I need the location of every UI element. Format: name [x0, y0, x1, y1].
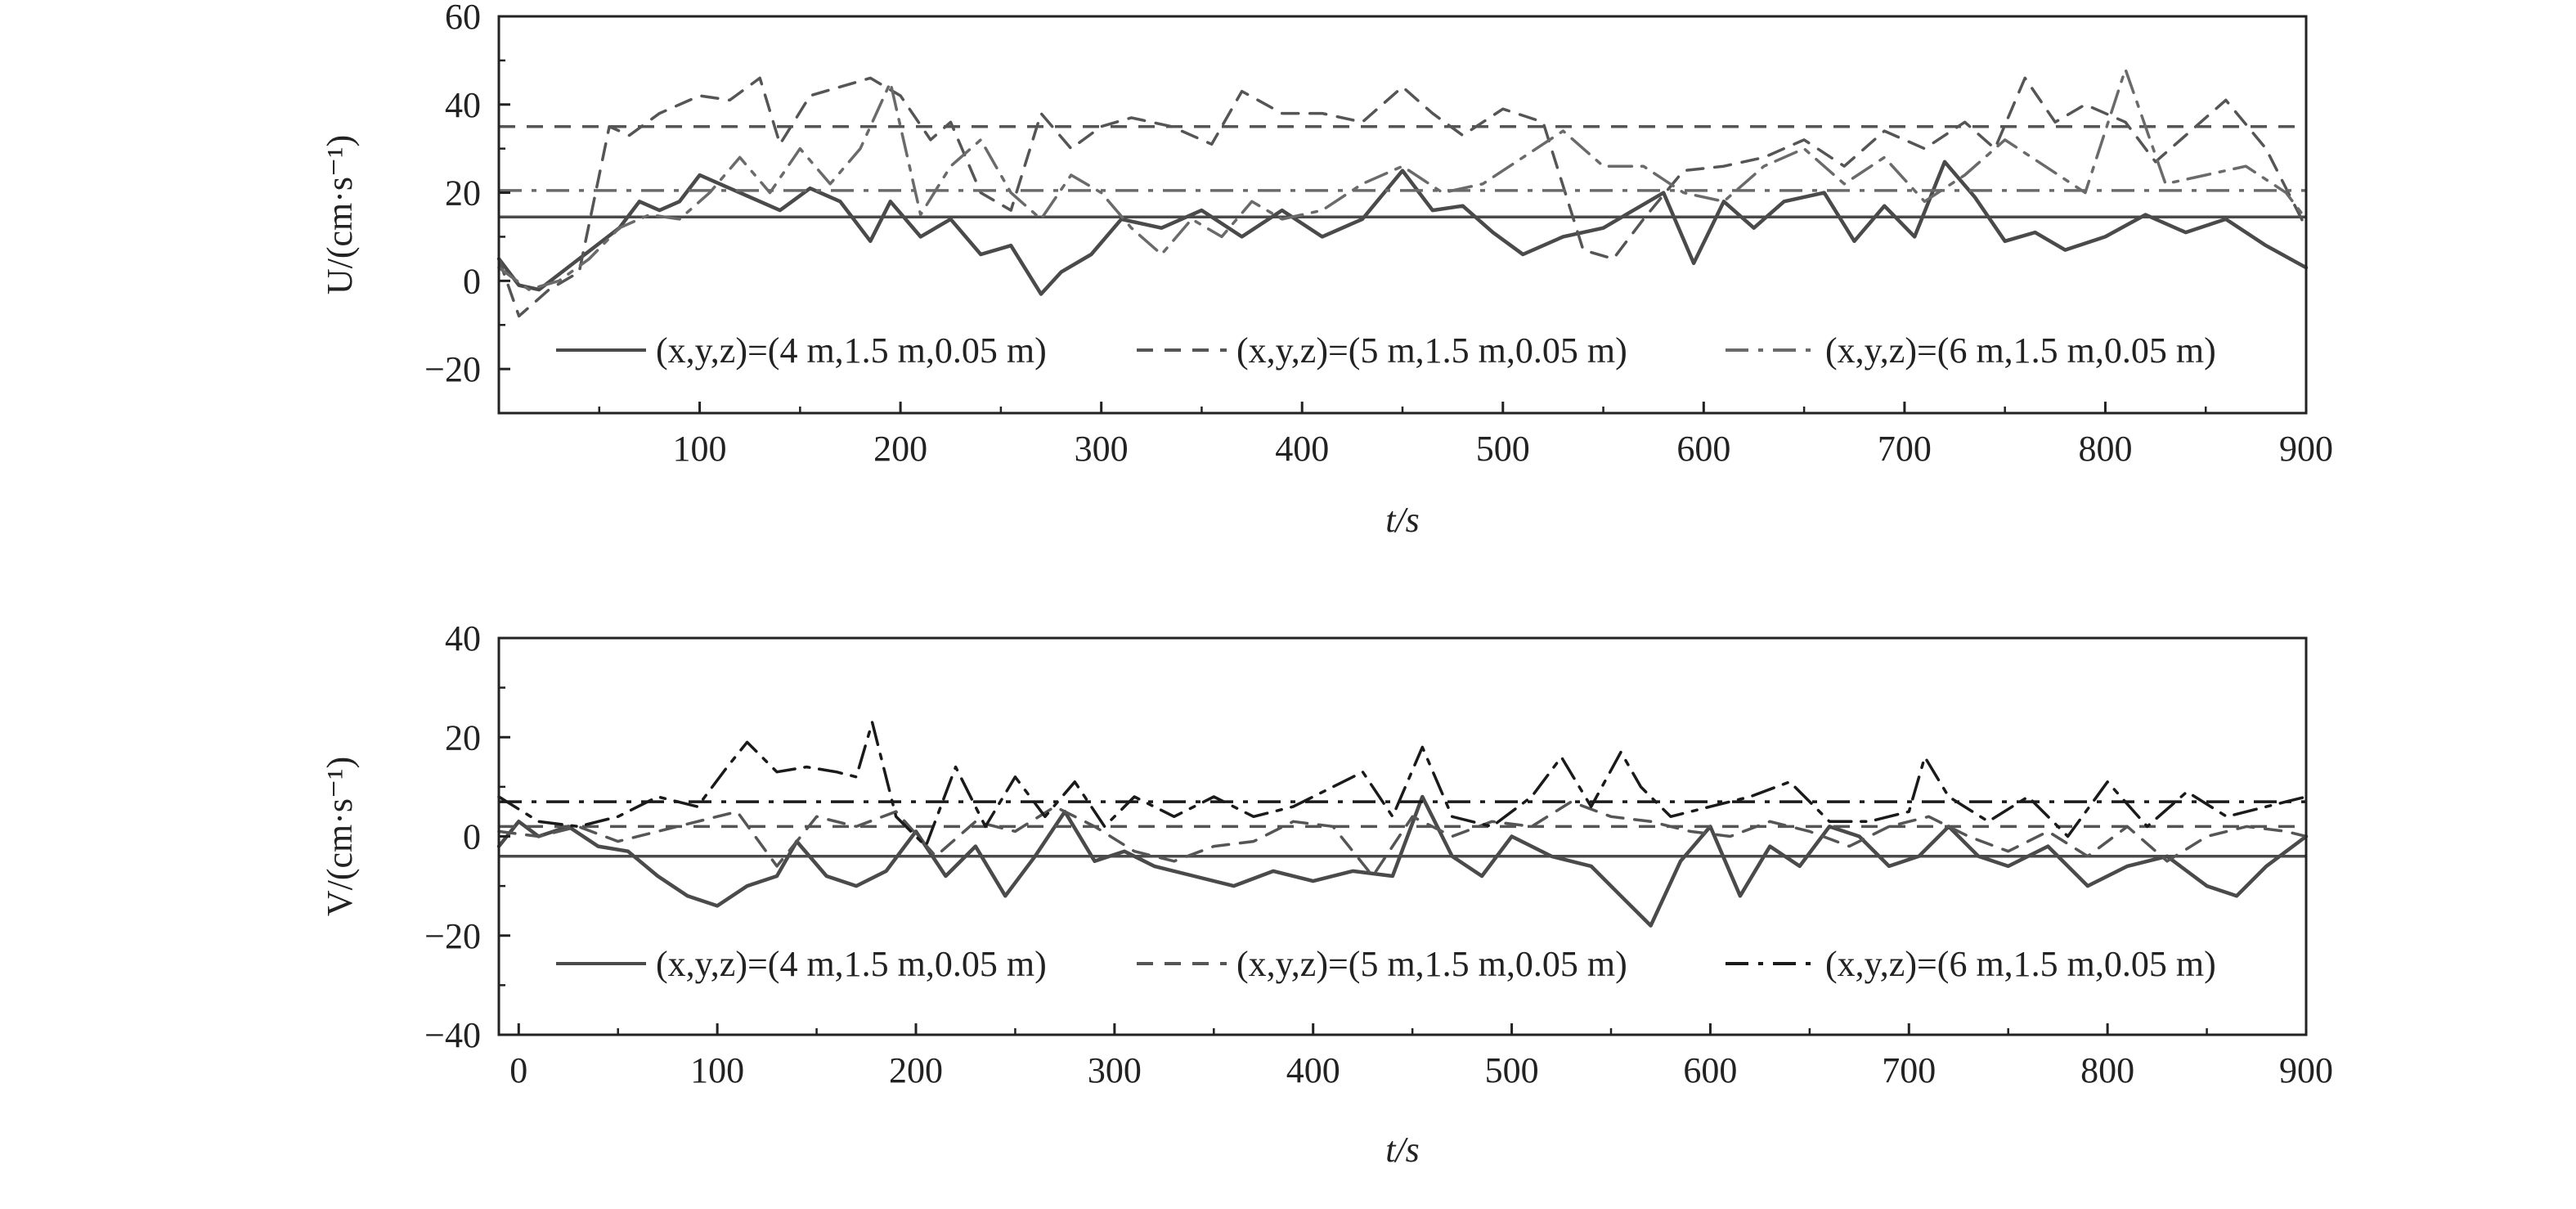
u-x-tick-label: 800: [2078, 429, 2132, 469]
v-y-tick-label: 20: [445, 717, 481, 757]
u-series-line-dashdot: [497, 67, 2308, 291]
u-axis-ticks: [499, 15, 2308, 413]
u-y-axis-label: U/(cm·s⁻¹): [320, 135, 360, 294]
v-x-tick-label: 800: [2080, 1050, 2134, 1090]
u-x-tick-label: 900: [2279, 429, 2333, 469]
v-series-line-solid: [496, 794, 2309, 928]
u-tick-labels: −20 0 20 40 60 100 200 300 400 500 600 700 800 900: [424, 0, 2333, 469]
u-x-tick-label: 100: [673, 429, 727, 469]
u-plot-lines: [496, 67, 2309, 318]
u-series-line-dashed: [497, 76, 2308, 318]
u-y-tick-label: 20: [445, 173, 481, 213]
v-x-tick-label: 500: [1485, 1050, 1539, 1090]
u-legend-label: (x,y,z)=(5 m,1.5 m,0.05 m): [1236, 330, 1627, 371]
v-x-axis-label: t/s: [1385, 1130, 1420, 1170]
v-plot-lines: [496, 721, 2309, 928]
u-x-tick-label: 500: [1476, 429, 1530, 469]
v-legend-label: (x,y,z)=(4 m,1.5 m,0.05 m): [656, 944, 1047, 984]
u-y-tick-label: 40: [445, 85, 481, 125]
v-y-tick-label: −20: [424, 916, 481, 956]
v-x-tick-label: 400: [1286, 1050, 1340, 1090]
u-x-axis-label: t/s: [1385, 500, 1420, 540]
v-series-line-dashdot: [497, 721, 2308, 848]
u-y-tick-label: 60: [445, 0, 481, 37]
v-legend: (x,y,z)=(4 m,1.5 m,0.05 m) (x,y,z)=(5 m,1…: [556, 944, 2216, 984]
u-legend: (x,y,z)=(4 m,1.5 m,0.05 m) (x,y,z)=(5 m,1…: [556, 330, 2216, 371]
v-y-tick-label: −40: [424, 1015, 481, 1055]
u-velocity-panel: −20 0 20 40 60 100 200 300 400 500 600 700 800 900 (x…: [320, 0, 2333, 540]
u-x-tick-label: 300: [1075, 429, 1129, 469]
v-y-tick-label: 0: [463, 817, 481, 857]
v-x-tick-label: 600: [1683, 1050, 1737, 1090]
v-series-line-dashed: [497, 800, 2308, 878]
u-legend-label: (x,y,z)=(4 m,1.5 m,0.05 m): [656, 330, 1047, 371]
u-x-tick-label: 400: [1275, 429, 1329, 469]
v-x-tick-label: 300: [1088, 1050, 1142, 1090]
v-x-tick-label: 900: [2279, 1050, 2333, 1090]
u-x-tick-label: 700: [1878, 429, 1932, 469]
v-x-tick-label: 0: [509, 1050, 527, 1090]
u-legend-label: (x,y,z)=(6 m,1.5 m,0.05 m): [1825, 330, 2216, 371]
v-x-tick-label: 700: [1882, 1050, 1936, 1090]
u-y-tick-label: −20: [424, 349, 481, 389]
u-series-line-solid: [496, 160, 2309, 296]
v-x-tick-label: 100: [690, 1050, 744, 1090]
v-y-tick-label: 40: [445, 618, 481, 658]
v-legend-label: (x,y,z)=(5 m,1.5 m,0.05 m): [1236, 944, 1627, 984]
v-y-axis-label: V/(cm·s⁻¹): [320, 757, 360, 916]
v-axis-ticks: [499, 636, 2308, 1036]
u-x-tick-label: 200: [873, 429, 927, 469]
u-x-tick-label: 600: [1676, 429, 1730, 469]
v-x-tick-label: 200: [889, 1050, 943, 1090]
u-y-tick-label: 0: [463, 261, 481, 301]
v-legend-label: (x,y,z)=(6 m,1.5 m,0.05 m): [1825, 944, 2216, 984]
